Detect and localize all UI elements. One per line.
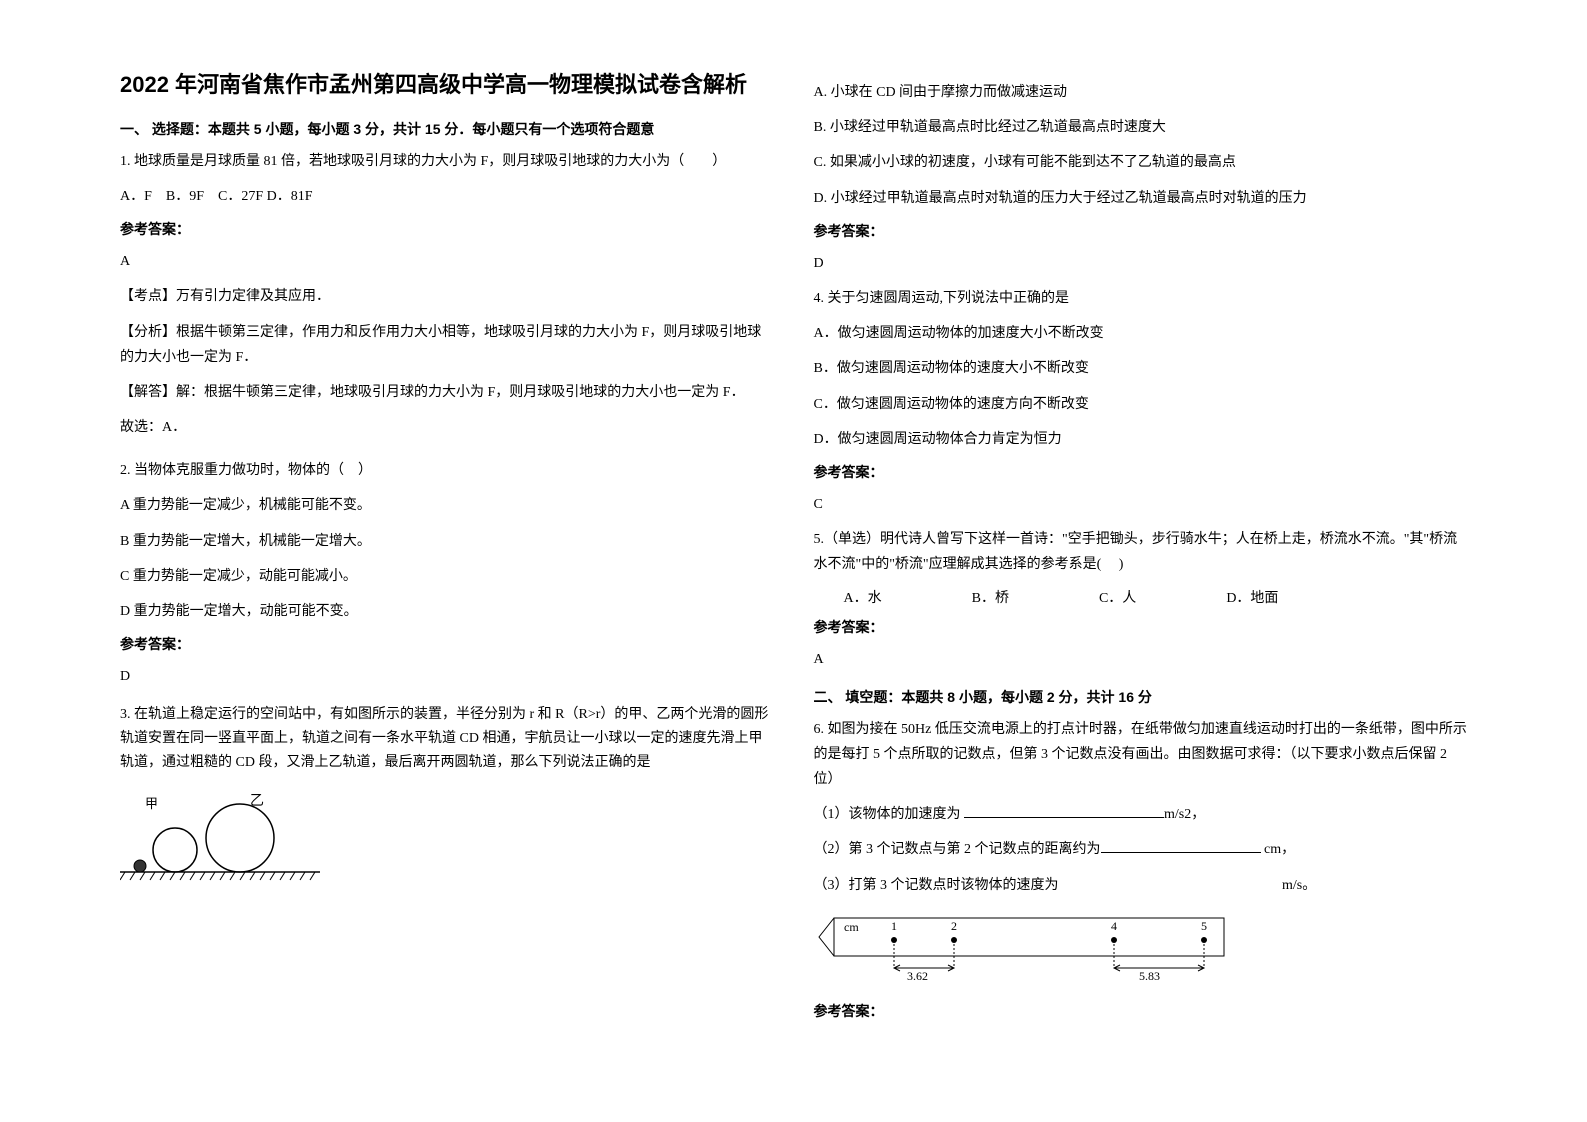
q6-part1: （1）该物体的加速度为 m/s2， [814,802,1468,827]
svg-text:5: 5 [1201,919,1207,933]
q1-answer-label: 参考答案： [120,219,774,239]
q4-stem: 4. 关于匀速圆周运动,下列说法中正确的是 [814,286,1468,311]
q1-options: A．F B．9F C．27F D．81F [120,184,774,209]
q3-option-b: B. 小球经过甲轨道最高点时比经过乙轨道最高点时速度大 [814,115,1468,140]
q5-answer: A [814,647,1468,672]
q3-option-d: D. 小球经过甲轨道最高点时对轨道的压力大于经过乙轨道最高点时对轨道的压力 [814,186,1468,211]
q6-p2-b: cm， [1261,842,1296,857]
q2-answer-label: 参考答案： [120,634,774,654]
q5-option-b: B．桥 [972,587,1009,607]
q1-analysis: 【分析】根据牛顿第三定律，作用力和反作用力大小相等，地球吸引月球的力大小为 F，… [120,320,774,370]
q5-option-d: D．地面 [1226,587,1278,607]
q6-p3-a: （3）打第 3 个记数点时该物体的速度为 [814,878,1059,893]
q2-stem: 2. 当物体克服重力做功时，物体的（ ） [120,458,774,483]
svg-text:1: 1 [891,919,897,933]
q4-option-a: A．做匀速圆周运动物体的加速度大小不断改变 [814,321,1468,346]
page-title: 2022 年河南省焦作市孟州第四高级中学高一物理模拟试卷含解析 [120,70,774,101]
q4-answer-label: 参考答案： [814,462,1468,482]
q4-option-c: C．做匀速圆周运动物体的速度方向不断改变 [814,392,1468,417]
q3-answer-label: 参考答案： [814,221,1468,241]
q1-answer: A [120,249,774,274]
label-jia: 甲 [145,796,158,811]
q5-option-a: A．水 [844,587,882,607]
q5-options: A．水 B．桥 C．人 D．地面 [814,587,1468,607]
q2-option-d: D 重力势能一定增大，动能可能不变。 [120,599,774,624]
q6-part2: （2）第 3 个记数点与第 2 个记数点的距离约为 cm， [814,837,1468,862]
q2-option-b: B 重力势能一定增大，机械能一定增大。 [120,529,774,554]
q1-kaodian: 【考点】万有引力定律及其应用． [120,284,774,309]
q5-answer-label: 参考答案： [814,617,1468,637]
svg-text:3.62: 3.62 [907,969,928,983]
q6-p2-a: （2）第 3 个记数点与第 2 个记数点的距离约为 [814,842,1101,857]
svg-text:2: 2 [951,919,957,933]
svg-text:5.83: 5.83 [1139,969,1160,983]
q3-stem: 3. 在轨道上稳定运行的空间站中，有如图所示的装置，半径分别为 r 和 R（R>… [120,703,774,774]
right-column: A. 小球在 CD 间由于摩擦力而做减速运动 B. 小球经过甲轨道最高点时比经过… [794,70,1488,1052]
q5-option-c: C．人 [1099,587,1136,607]
q6-part3: （3）打第 3 个记数点时该物体的速度为 m/s。 [814,873,1468,898]
q5-stem: 5.（单选）明代诗人曾写下这样一首诗："空手把锄头，步行骑水牛；人在桥上走，桥流… [814,527,1468,577]
section-1-header: 一、 选择题：本题共 5 小题，每小题 3 分，共计 15 分．每小题只有一个选… [120,119,774,139]
section-2-header: 二、 填空题：本题共 8 小题，每小题 2 分，共计 16 分 [814,687,1468,707]
q2-option-a: A 重力势能一定减少，机械能可能不变。 [120,493,774,518]
svg-text:cm: cm [844,920,859,934]
q1-select: 故选：A． [120,415,774,440]
q3-answer: D [814,251,1468,276]
q1-solve: 【解答】解：根据牛顿第三定律，地球吸引月球的力大小为 F，则月球吸引地球的力大小… [120,380,774,405]
q6-answer-label: 参考答案： [814,1001,1468,1021]
q3-option-a: A. 小球在 CD 间由于摩擦力而做减速运动 [814,80,1468,105]
q1-stem: 1. 地球质量是月球质量 81 倍，若地球吸引月球的力大小为 F，则月球吸引地球… [120,149,774,174]
q6-tape-diagram: cm 1 2 4 5 3.62 5.83 [814,908,1468,993]
q4-option-d: D．做匀速圆周运动物体合力肯定为恒力 [814,427,1468,452]
fill-blank-2 [1101,839,1261,853]
q6-p1-b: m/s2， [1164,807,1205,822]
q4-answer: C [814,492,1468,517]
q3-option-c: C. 如果减小小球的初速度，小球有可能不能到达不了乙轨道的最高点 [814,150,1468,175]
q6-stem: 6. 如图为接在 50Hz 低压交流电源上的打点计时器，在纸带做匀加速直线运动时… [814,717,1468,793]
q3-diagram: 甲 乙 [120,785,774,910]
q4-option-b: B．做匀速圆周运动物体的速度大小不断改变 [814,356,1468,381]
q6-p3-b: m/s。 [1279,878,1317,893]
q2-option-c: C 重力势能一定减少，动能可能减小。 [120,564,774,589]
q6-p1-a: （1）该物体的加速度为 [814,807,965,822]
q2-answer: D [120,664,774,689]
fill-blank-1 [964,804,1164,818]
svg-text:4: 4 [1111,919,1117,933]
left-column: 2022 年河南省焦作市孟州第四高级中学高一物理模拟试卷含解析 一、 选择题：本… [100,70,794,1052]
